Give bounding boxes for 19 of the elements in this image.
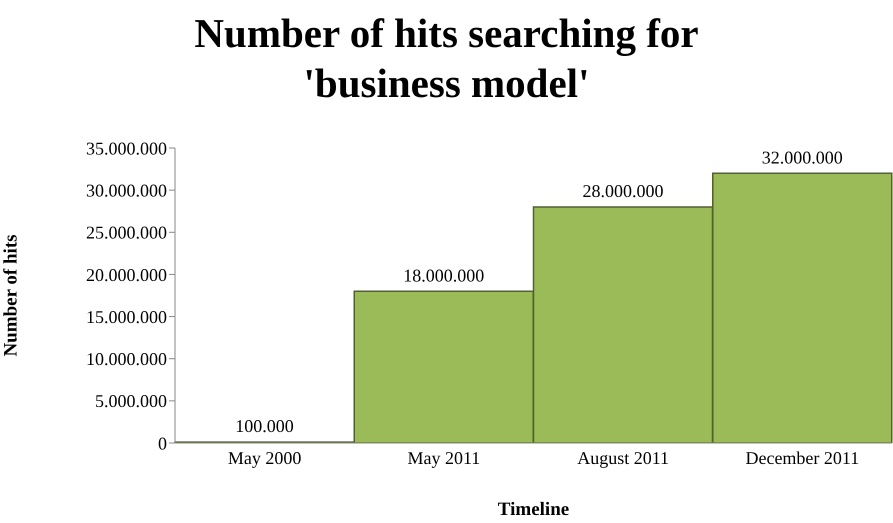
y-tick-label: 10.000.000 bbox=[86, 349, 167, 370]
x-tick-label: May 2000 bbox=[228, 448, 302, 468]
x-axis-title: Timeline bbox=[498, 499, 570, 520]
y-axis-title: Number of hits bbox=[0, 234, 22, 357]
y-tick-label: 20.000.000 bbox=[86, 264, 167, 285]
data-label: 18.000.000 bbox=[403, 265, 484, 286]
data-label: 28.000.000 bbox=[582, 181, 664, 201]
y-tick-label: 35.000.000 bbox=[86, 138, 167, 158]
x-tick-label: December 2011 bbox=[745, 448, 860, 468]
y-tick-label: 30.000.000 bbox=[86, 180, 167, 201]
x-tick-label: May 2011 bbox=[407, 448, 480, 468]
y-tick-label: 25.000.000 bbox=[86, 222, 167, 243]
data-label: 32.000.000 bbox=[762, 147, 843, 168]
y-tick-label: 5.000.000 bbox=[95, 391, 167, 412]
x-tick-label: August 2011 bbox=[577, 448, 670, 468]
chart-title: Number of hits searching for 'business model' bbox=[193, 9, 700, 108]
data-label: 100.000 bbox=[235, 416, 294, 436]
y-tick-label: 0 bbox=[158, 433, 167, 454]
y-tick-label: 15.000.000 bbox=[86, 306, 167, 327]
